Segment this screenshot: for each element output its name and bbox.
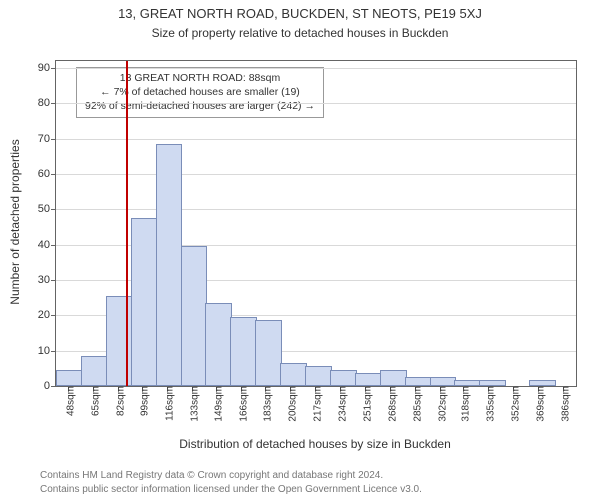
x-tick-label: 217sqm [307, 386, 324, 422]
chart-container: 13, GREAT NORTH ROAD, BUCKDEN, ST NEOTS,… [0, 0, 600, 500]
x-tick-label: 386sqm [554, 386, 571, 422]
histogram-bar [280, 363, 307, 386]
gridline [56, 209, 576, 210]
y-tick-label: 10 [38, 345, 56, 357]
y-tick-label: 40 [38, 239, 56, 251]
y-axis-label: Number of detached properties [8, 132, 22, 312]
info-line-2: ← 7% of detached houses are smaller (19) [85, 85, 315, 99]
histogram-bar [81, 356, 108, 386]
marker-info-box: 13 GREAT NORTH ROAD: 88sqm ← 7% of detac… [76, 67, 324, 118]
info-line-3: 92% of semi-detached houses are larger (… [85, 99, 315, 113]
x-tick-label: 166sqm [232, 386, 249, 422]
plot-area: 13 GREAT NORTH ROAD: 88sqm ← 7% of detac… [55, 60, 577, 387]
x-tick-label: 133sqm [184, 386, 201, 422]
histogram-bar [380, 370, 407, 386]
histogram-bar [330, 370, 357, 386]
chart-subtitle: Size of property relative to detached ho… [0, 26, 600, 40]
histogram-bar [181, 246, 208, 386]
histogram-bar [106, 296, 133, 386]
x-tick-label: 251sqm [357, 386, 374, 422]
gridline [56, 174, 576, 175]
x-tick-label: 285sqm [406, 386, 423, 422]
y-tick-label: 80 [38, 97, 56, 109]
y-tick-label: 30 [38, 274, 56, 286]
x-tick-label: 82sqm [109, 386, 126, 416]
gridline [56, 139, 576, 140]
histogram-bar [355, 373, 382, 386]
histogram-bar [205, 303, 232, 386]
x-tick-label: 335sqm [480, 386, 497, 422]
histogram-bar [405, 377, 432, 386]
x-tick-label: 200sqm [282, 386, 299, 422]
histogram-bar [305, 366, 332, 386]
x-tick-label: 234sqm [332, 386, 349, 422]
histogram-bar [156, 144, 183, 386]
x-tick-label: 183sqm [257, 386, 274, 422]
info-line-1: 13 GREAT NORTH ROAD: 88sqm [85, 71, 315, 85]
x-axis-label: Distribution of detached houses by size … [55, 437, 575, 451]
x-tick-label: 65sqm [84, 386, 101, 416]
y-tick-label: 0 [44, 380, 56, 392]
property-marker-line [126, 61, 128, 386]
x-tick-label: 268sqm [381, 386, 398, 422]
gridline [56, 68, 576, 69]
y-tick-label: 70 [38, 133, 56, 145]
histogram-bar [131, 218, 158, 386]
histogram-bar [56, 370, 83, 386]
x-tick-label: 116sqm [159, 386, 176, 421]
footer-line-2: Contains public sector information licen… [0, 483, 600, 496]
x-tick-label: 149sqm [207, 386, 224, 422]
y-tick-label: 20 [38, 309, 56, 321]
x-tick-label: 48sqm [59, 386, 76, 416]
chart-title: 13, GREAT NORTH ROAD, BUCKDEN, ST NEOTS,… [0, 6, 600, 21]
y-tick-label: 90 [38, 62, 56, 74]
footer-line-1: Contains HM Land Registry data © Crown c… [0, 469, 600, 482]
y-tick-label: 50 [38, 203, 56, 215]
x-tick-label: 99sqm [134, 386, 151, 416]
histogram-bar [255, 320, 282, 386]
y-tick-label: 60 [38, 168, 56, 180]
x-tick-label: 352sqm [505, 386, 522, 422]
x-tick-label: 318sqm [455, 386, 472, 422]
x-tick-label: 369sqm [529, 386, 546, 422]
x-tick-label: 302sqm [431, 386, 448, 422]
gridline [56, 103, 576, 104]
histogram-bar [230, 317, 257, 386]
histogram-bar [430, 377, 457, 386]
